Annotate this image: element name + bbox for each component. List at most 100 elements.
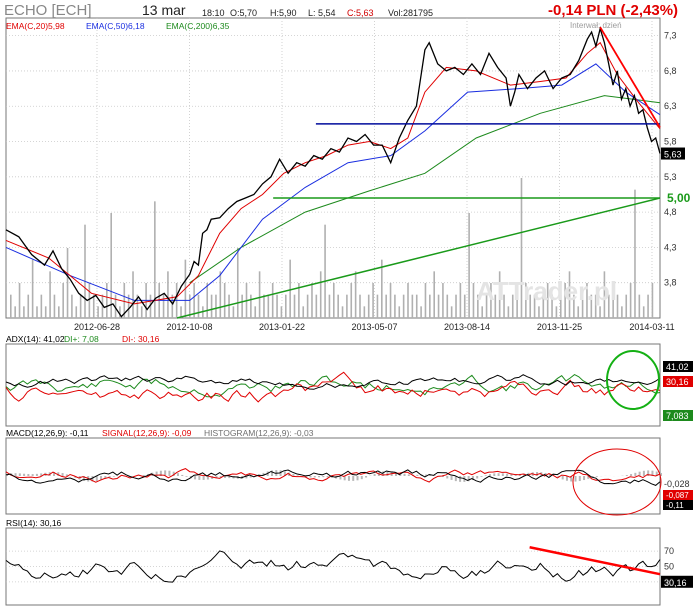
volume-bar xyxy=(110,213,112,318)
macd-histogram-bar xyxy=(91,476,94,482)
volume-bar xyxy=(123,283,126,318)
volume-bar xyxy=(529,294,532,318)
volume-bar xyxy=(463,294,466,318)
volume-bar xyxy=(555,306,558,318)
volume-bar xyxy=(18,283,21,318)
support-trendline xyxy=(176,197,661,319)
volume-bar xyxy=(424,283,427,318)
volume-bar xyxy=(324,224,326,318)
volume-bar xyxy=(442,283,444,318)
volume-bar xyxy=(477,294,479,318)
macd-histogram-bar xyxy=(587,476,590,479)
macd-histogram-bar xyxy=(578,476,581,482)
volume-bar xyxy=(651,283,654,318)
macd-histogram-bar xyxy=(224,476,226,478)
macd-histogram-bar xyxy=(471,476,474,481)
volume-bar xyxy=(490,283,492,318)
macd-histogram-bar xyxy=(194,476,197,480)
volume-bar xyxy=(154,201,156,318)
volume-bar xyxy=(319,271,322,318)
volume-bar xyxy=(411,294,414,318)
last-price-label: 5,63 xyxy=(664,150,682,160)
di-plus-value-box xyxy=(663,410,693,421)
volume-label: Vol:281795 xyxy=(388,8,434,18)
volume-bar xyxy=(193,283,195,318)
signal-value-box xyxy=(663,490,693,500)
rsi-trendline xyxy=(529,546,661,576)
volume-bar xyxy=(232,306,235,318)
volume-bar xyxy=(53,294,56,318)
macd-histogram-bar xyxy=(61,473,64,476)
volume-bar xyxy=(402,294,405,318)
close-label: C:5,63 xyxy=(347,8,374,18)
volume-bar xyxy=(40,294,43,318)
macd-histogram-bar xyxy=(544,472,547,476)
signal-line xyxy=(5,468,661,483)
volume-bar xyxy=(542,294,545,318)
rsi-line xyxy=(5,550,661,583)
volume-bar xyxy=(459,283,462,318)
volume-bar xyxy=(603,271,606,318)
volume-bar xyxy=(394,294,396,318)
volume-bar xyxy=(551,294,553,318)
ema50-line xyxy=(5,63,661,301)
adx-highlight-ellipse xyxy=(606,350,660,410)
level-label: 5,00 xyxy=(667,191,691,205)
volume-bar xyxy=(568,271,571,318)
ema20-line xyxy=(5,41,661,305)
date-tick-label: 2014-03-11 xyxy=(629,322,674,332)
price-tick-label: 5,8 xyxy=(664,137,677,147)
volume-bar xyxy=(612,283,614,318)
volume-bar xyxy=(149,294,152,318)
interval-label: Interwał: dzień xyxy=(570,21,622,30)
date-tick-label: 2012-06-28 xyxy=(74,322,120,332)
macd-histogram-bar xyxy=(313,476,316,478)
volume-bar xyxy=(498,271,501,318)
di-plus-value-label: 7,083 xyxy=(666,411,689,421)
volume-bar xyxy=(433,271,435,318)
date-tick-label: 2013-05-07 xyxy=(351,322,397,332)
macd-histogram-bar xyxy=(40,473,43,476)
macd-histogram-bar xyxy=(27,474,30,476)
last-price-box xyxy=(661,147,685,160)
volume-bar xyxy=(127,294,130,318)
macd-histogram-bar xyxy=(352,476,355,481)
macd-histogram-bar xyxy=(386,471,389,476)
macd-histogram-bar xyxy=(181,474,184,476)
macd-histogram-bar xyxy=(484,475,487,476)
volume-bar xyxy=(538,306,540,318)
volume-bar xyxy=(106,283,108,318)
volume-bar xyxy=(27,294,30,318)
price-panel xyxy=(5,17,661,319)
macd-histogram-bar xyxy=(159,470,162,476)
volume-bar xyxy=(293,294,296,318)
volume-bar xyxy=(114,294,117,318)
volume-bar xyxy=(647,294,649,318)
volume-bar xyxy=(607,294,610,318)
macd-histogram-bar xyxy=(164,470,167,476)
macd-histogram-bar xyxy=(506,473,509,476)
rsi-value-box xyxy=(661,575,693,588)
macd-histogram-bar xyxy=(493,473,496,476)
macd-histogram-bar xyxy=(442,476,444,478)
macd-histogram-bar xyxy=(467,476,470,482)
macd-histogram-bar xyxy=(322,476,325,478)
macd-histogram-bar xyxy=(574,476,577,482)
volume-bar xyxy=(516,283,518,318)
macd-histogram-bar xyxy=(95,476,98,481)
volume-bar xyxy=(302,306,305,318)
volume-bar xyxy=(328,294,331,318)
volume-bar xyxy=(385,294,387,318)
volume-bar xyxy=(92,294,95,318)
open-label: O:5,70 xyxy=(230,8,258,18)
volume-bar xyxy=(197,294,200,318)
macd-histogram-bar xyxy=(245,476,248,479)
volume-bar xyxy=(101,294,104,318)
macd-histogram-bar xyxy=(570,476,573,482)
low-label: L: 5,54 xyxy=(308,8,336,18)
volume-bar xyxy=(315,294,318,318)
macd-histogram-bar xyxy=(202,476,205,480)
date-tick-label: 2012-10-08 xyxy=(166,322,212,332)
